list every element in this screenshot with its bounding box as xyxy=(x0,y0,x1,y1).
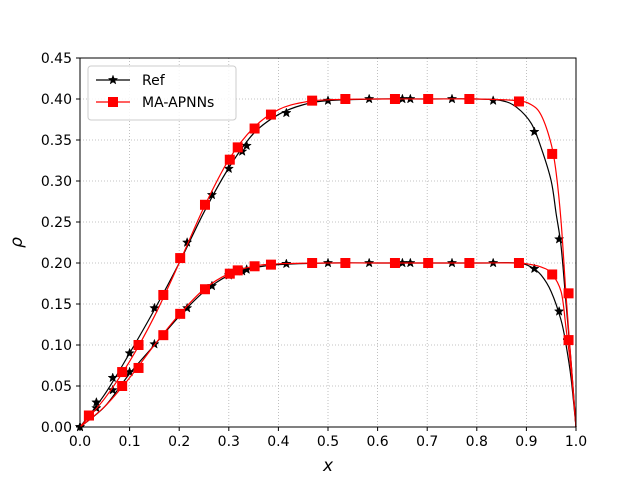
data-point-ma-apnns xyxy=(513,96,524,107)
data-point-ma-apnns xyxy=(423,258,434,268)
data-point-ref xyxy=(91,402,102,413)
data-point-ref xyxy=(206,189,218,200)
data-point-ma-apnns xyxy=(563,335,574,346)
legend-marker-symbol xyxy=(107,74,119,85)
y-axis-label: ρ xyxy=(7,237,27,248)
data-point-ma-apnns xyxy=(563,288,574,299)
data-point-ref xyxy=(487,95,499,106)
y-tick-label: 0.30 xyxy=(41,174,72,190)
data-point-ma-apnns xyxy=(158,289,169,300)
data-point-ref xyxy=(107,384,118,395)
legend-marker-ma-apnns xyxy=(108,97,118,107)
y-tick-label: 0.15 xyxy=(41,297,72,313)
data-point-ma-apnns xyxy=(547,269,558,280)
legend-label-ref: Ref xyxy=(142,73,166,89)
series-ma-apnns xyxy=(79,94,577,428)
data-point-ref xyxy=(529,263,540,274)
data-point-ma-apnns xyxy=(340,258,351,268)
x-axis-label: x xyxy=(322,456,334,476)
data-point-ma-apnns xyxy=(389,258,400,268)
y-tick-label: 0.45 xyxy=(41,51,72,67)
data-point-ma-apnns xyxy=(83,410,94,421)
data-point-ma-apnns xyxy=(133,362,144,373)
data-point-ma-apnns xyxy=(133,340,144,350)
y-tick-label: 0.05 xyxy=(41,379,72,395)
data-point-ma-apnns xyxy=(265,109,276,120)
data-point-ma-apnns xyxy=(249,123,260,134)
data-point-ma-apnns xyxy=(117,367,128,378)
data-point-ma-apnns xyxy=(464,258,475,268)
data-point-ref xyxy=(149,338,160,349)
x-tick-label: 0.5 xyxy=(317,434,339,450)
data-point-ma-apnns xyxy=(199,199,210,210)
y-tick-label: 0.40 xyxy=(41,92,72,108)
data-point-ma-apnns xyxy=(513,258,524,268)
data-point-ma-apnns xyxy=(117,381,128,391)
data-point-ma-apnns xyxy=(158,330,169,341)
data-point-ref xyxy=(124,347,135,358)
legend: Ref MA-APNNs xyxy=(87,65,237,121)
data-point-ma-apnns xyxy=(224,154,235,165)
data-point-ma-apnns xyxy=(547,148,558,159)
axis-ticks: 0.0 0.1 0.2 0.3 0.4 0.5 0.6 0.7 0.8 0.9 1.0 0.00 0.0… xyxy=(41,51,587,450)
data-point-ma-apnns xyxy=(464,94,475,104)
data-point-ma-apnns xyxy=(307,95,318,106)
y-tick-label: 0.25 xyxy=(41,215,72,231)
legend-marker-symbol xyxy=(108,97,118,107)
x-tick-label: 0.7 xyxy=(416,434,438,450)
y-tick-label: 0.20 xyxy=(41,256,72,272)
x-tick-label: 0.6 xyxy=(366,434,388,450)
data-point-ref xyxy=(281,107,292,118)
x-tick-label: 0.3 xyxy=(218,434,240,450)
data-point-ma-apnns xyxy=(265,259,276,270)
legend-label-ma-apnns: MA-APNNs xyxy=(142,95,214,111)
data-point-ma-apnns xyxy=(232,142,243,153)
x-tick-label: 0.8 xyxy=(466,434,488,450)
data-point-ma-apnns xyxy=(389,94,400,104)
data-point-ma-apnns xyxy=(249,261,260,272)
legend-marker-ref xyxy=(107,74,119,85)
x-tick-label: 0.9 xyxy=(515,434,537,450)
data-point-ref xyxy=(223,163,235,174)
data-point-ma-apnns xyxy=(307,258,318,268)
x-tick-label: 0.2 xyxy=(168,434,190,450)
x-tick-label: 0.0 xyxy=(69,434,91,450)
data-point-ma-apnns xyxy=(423,94,434,104)
x-tick-label: 0.1 xyxy=(118,434,140,450)
data-point-ref xyxy=(241,140,252,151)
data-point-ma-apnns xyxy=(175,308,186,319)
data-point-ref xyxy=(107,372,118,383)
data-point-ref xyxy=(529,126,540,137)
data-point-ma-apnns xyxy=(175,253,186,264)
series-line-ma-apnns-1 xyxy=(79,262,577,428)
x-tick-label: 0.4 xyxy=(267,434,289,450)
y-tick-label: 0.35 xyxy=(41,133,72,149)
data-point-ma-apnns xyxy=(232,265,243,276)
x-tick-label: 1.0 xyxy=(565,434,587,450)
data-point-ref xyxy=(149,302,160,313)
plot-area xyxy=(74,93,577,432)
y-tick-label: 0.00 xyxy=(41,420,72,436)
data-point-ma-apnns xyxy=(340,94,351,104)
y-tick-label: 0.10 xyxy=(41,338,72,354)
data-point-ref xyxy=(553,305,565,316)
data-point-ma-apnns xyxy=(199,284,210,295)
series-line-ma-apnns-0 xyxy=(79,98,577,428)
data-point-ref xyxy=(181,302,193,313)
